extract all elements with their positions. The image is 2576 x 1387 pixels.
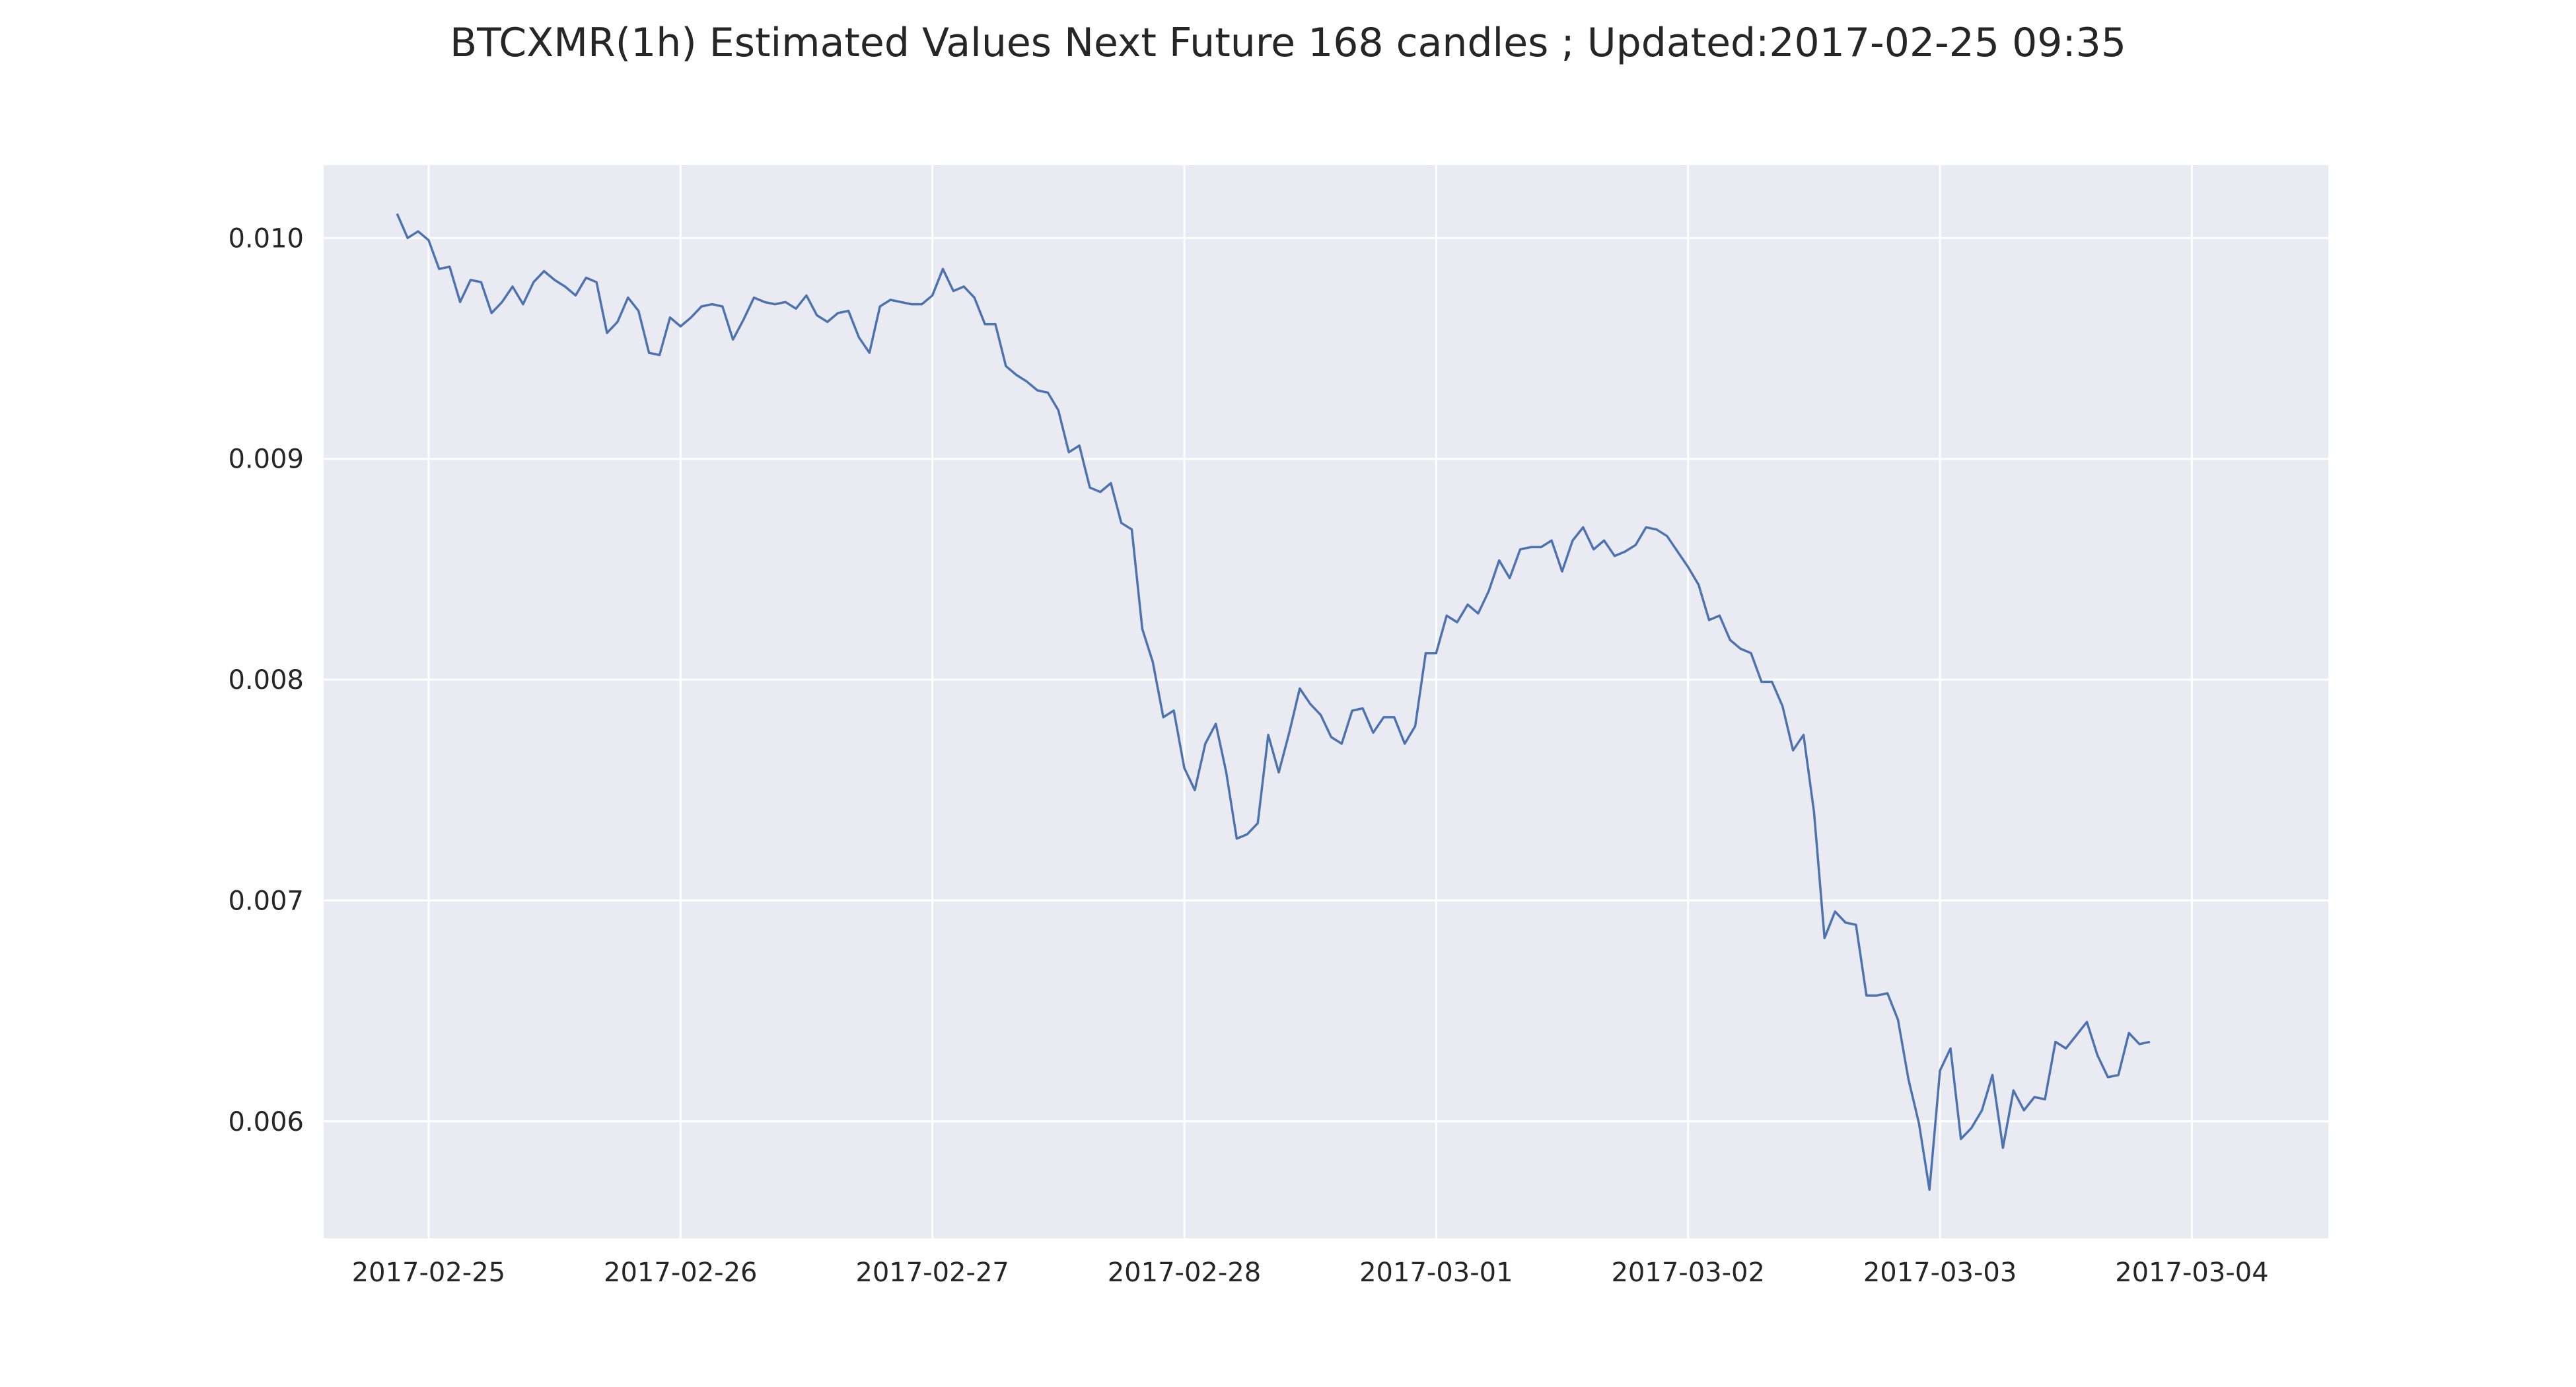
x-tick-label: 2017-02-25 (352, 1258, 505, 1288)
x-tick-label: 2017-03-01 (1359, 1258, 1513, 1288)
x-tick-label: 2017-03-02 (1611, 1258, 1764, 1288)
y-tick-label: 0.006 (228, 1107, 304, 1137)
x-tick-label: 2017-02-28 (1108, 1258, 1261, 1288)
series-line (396, 213, 2151, 1191)
x-tick-label: 2017-03-04 (2115, 1258, 2268, 1288)
x-tick-label: 2017-02-26 (604, 1258, 757, 1288)
x-tick-label: 2017-03-03 (1863, 1258, 2017, 1288)
series-layer (396, 213, 2151, 1191)
x-tick-label: 2017-02-27 (855, 1258, 1009, 1288)
chart-title: BTCXMR(1h) Estimated Values Next Future … (449, 20, 2127, 66)
y-tick-label: 0.008 (228, 665, 304, 695)
y-axis-ticks: 0.006 0.007 0.008 0.009 0.010 (228, 223, 304, 1137)
y-tick-label: 0.010 (228, 223, 304, 254)
x-axis-ticks: 2017-02-25 2017-02-26 2017-02-27 2017-02-28… (352, 1258, 2269, 1288)
y-tick-label: 0.007 (228, 886, 304, 916)
plot-area (324, 165, 2328, 1238)
grid-lines (324, 165, 2328, 1238)
y-tick-label: 0.009 (228, 445, 304, 475)
